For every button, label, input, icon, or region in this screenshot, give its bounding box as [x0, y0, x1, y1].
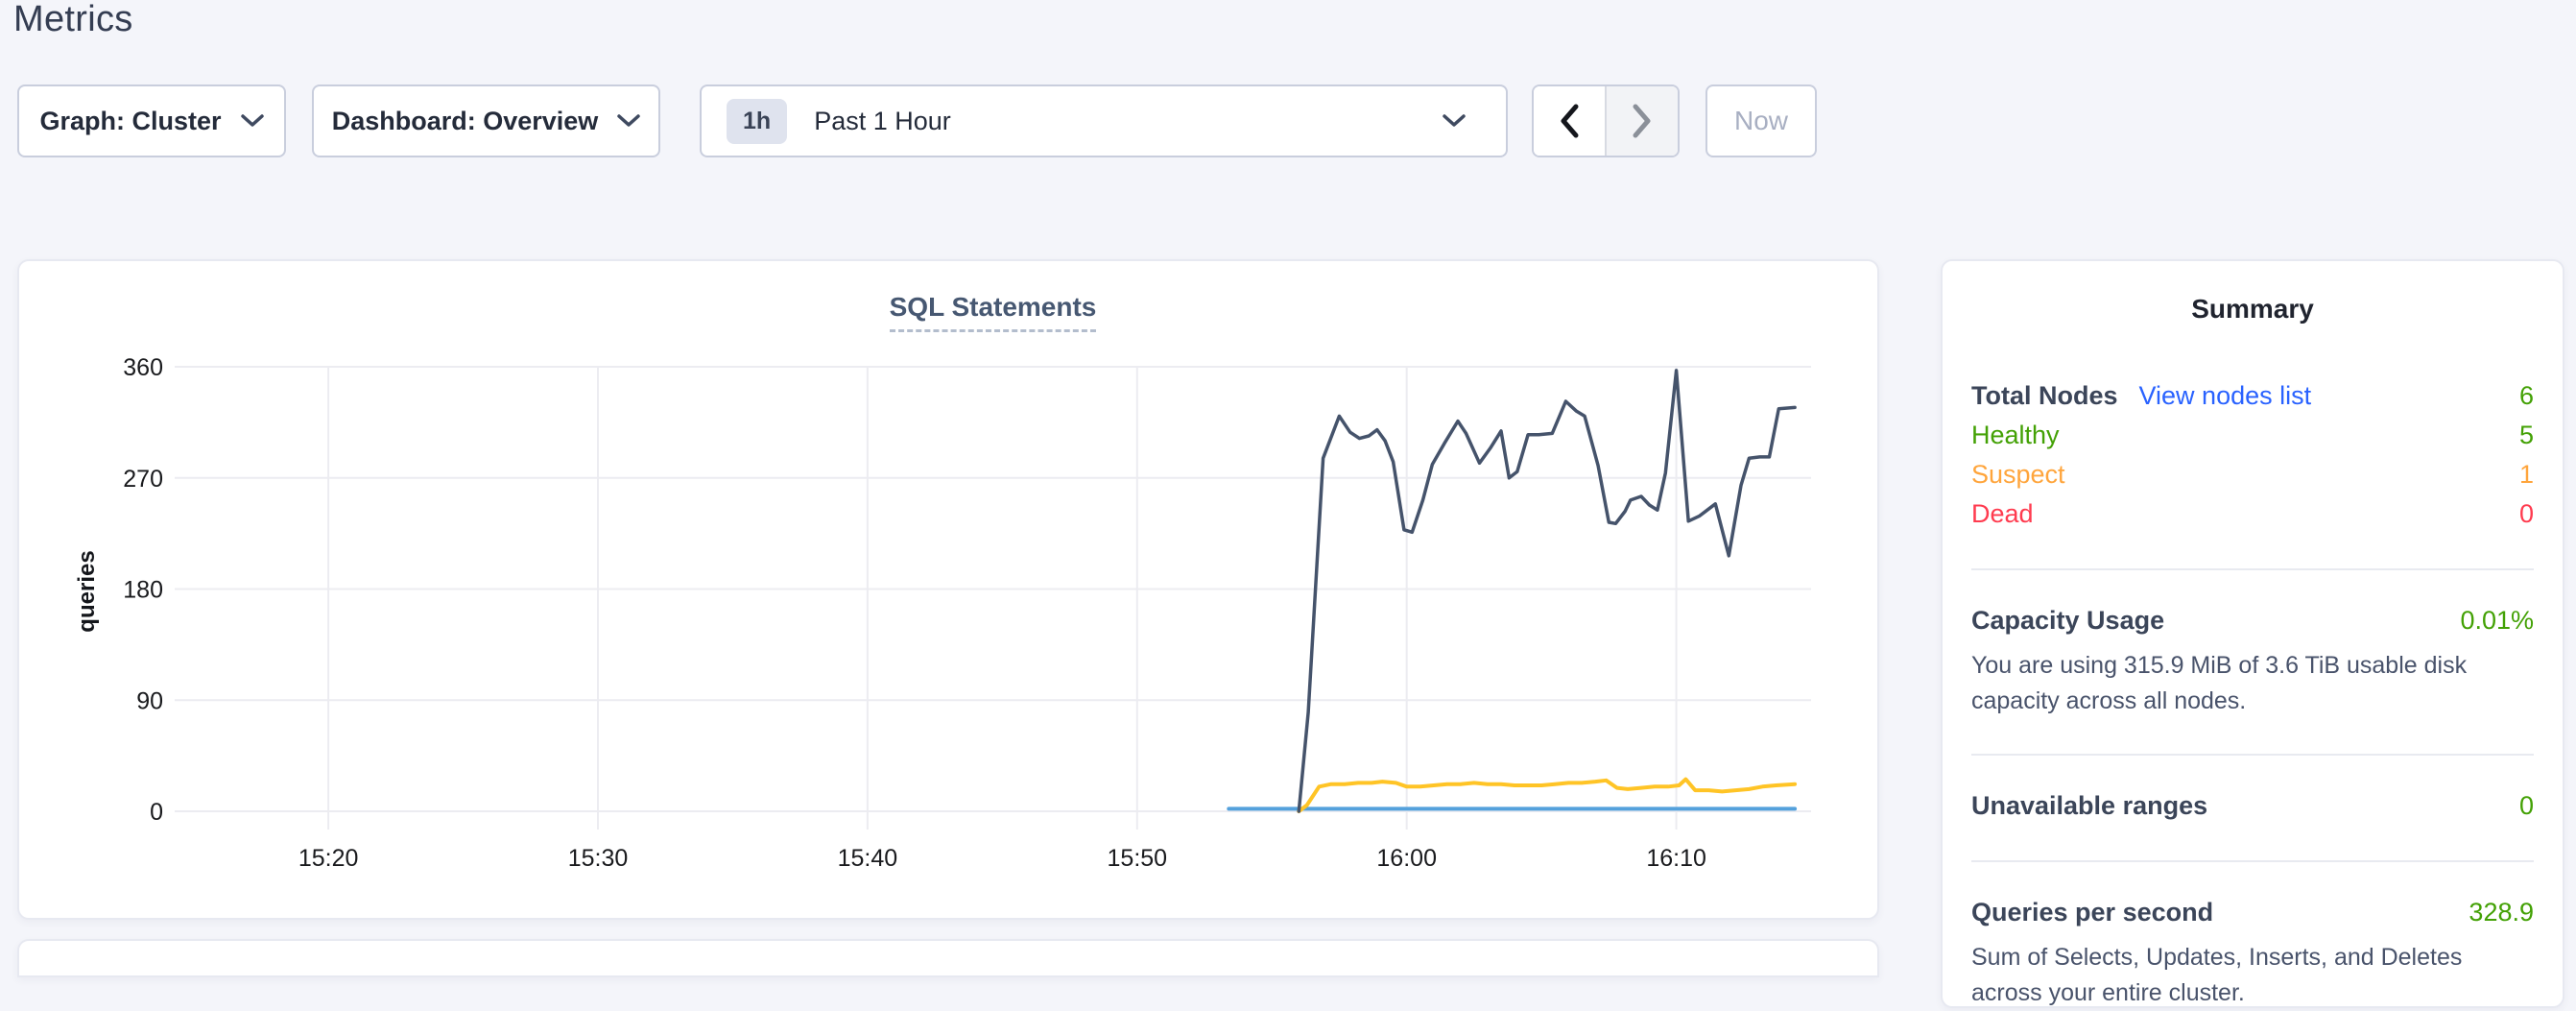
- svg-text:90: 90: [136, 687, 163, 714]
- time-range-label: Past 1 Hour: [814, 106, 951, 135]
- dashboard-dropdown[interactable]: Dashboard: Overview: [312, 84, 660, 157]
- unavailable-ranges-label: Unavailable ranges: [1971, 791, 2208, 820]
- chevron-down-icon: [617, 114, 641, 127]
- total-nodes-row: Total Nodes View nodes list 6: [1971, 376, 2534, 416]
- qps-label: Queries per second: [1971, 898, 2214, 927]
- next-time-button[interactable]: [1607, 86, 1678, 156]
- graph-dropdown-label: Graph: Cluster: [39, 106, 222, 135]
- svg-text:15:50: 15:50: [1108, 845, 1168, 872]
- suspect-value: 1: [2518, 460, 2534, 489]
- svg-text:15:30: 15:30: [568, 845, 629, 872]
- unavailable-ranges-value: 0: [2518, 791, 2534, 820]
- time-range-badge: 1h: [727, 98, 788, 144]
- capacity-description: You are using 315.9 MiB of 3.6 TiB usabl…: [1971, 652, 2468, 714]
- divider: [1971, 568, 2534, 570]
- dead-value: 0: [2518, 499, 2534, 528]
- svg-text:15:20: 15:20: [298, 845, 359, 872]
- total-nodes-value: 6: [2518, 381, 2534, 410]
- graph-dropdown[interactable]: Graph: Cluster: [17, 84, 286, 157]
- svg-text:270: 270: [123, 466, 163, 493]
- divider: [1971, 860, 2534, 862]
- qps-description: Sum of Selects, Updates, Inserts, and De…: [1971, 944, 2463, 1006]
- suspect-nodes-row: Suspect 1: [1971, 455, 2534, 494]
- healthy-nodes-row: Healthy 5: [1971, 416, 2534, 455]
- nodes-section: Total Nodes View nodes list 6 Healthy 5 …: [1971, 376, 2534, 534]
- suspect-label: Suspect: [1971, 460, 2065, 489]
- qps-value: 328.9: [2469, 898, 2534, 927]
- page-title: Metrics: [13, 0, 133, 39]
- chart-title-text[interactable]: SQL Statements: [889, 292, 1097, 332]
- unavailable-ranges-section: Unavailable ranges 0: [1971, 786, 2534, 826]
- svg-text:16:00: 16:00: [1376, 845, 1437, 872]
- healthy-value: 5: [2518, 421, 2534, 449]
- chevron-right-icon: [1633, 104, 1651, 138]
- chart-title: SQL Statements: [175, 292, 1811, 332]
- capacity-value: 0.01%: [2460, 606, 2534, 635]
- capacity-section: Capacity Usage 0.01% You are using 315.9…: [1971, 601, 2534, 719]
- capacity-label: Capacity Usage: [1971, 606, 2165, 635]
- svg-text:0: 0: [150, 799, 163, 826]
- svg-text:180: 180: [123, 577, 163, 604]
- view-nodes-list-link[interactable]: View nodes list: [2138, 381, 2312, 410]
- next-chart-panel: [17, 939, 1879, 977]
- dead-nodes-row: Dead 0: [1971, 494, 2534, 534]
- time-range-selector[interactable]: 1h Past 1 Hour: [700, 84, 1508, 157]
- line-chart[interactable]: 0 90 180 270 360 15:20 15:30 15:40 15:50 16:00 16:…: [19, 261, 1877, 918]
- chevron-left-icon: [1561, 104, 1579, 138]
- svg-text:15:40: 15:40: [838, 845, 898, 872]
- divider: [1971, 754, 2534, 756]
- svg-text:16:10: 16:10: [1646, 845, 1706, 872]
- dashboard-dropdown-label: Dashboard: Overview: [331, 106, 599, 135]
- total-nodes-label: Total Nodes: [1971, 381, 2118, 410]
- now-button[interactable]: Now: [1705, 84, 1817, 157]
- chevron-down-icon: [240, 114, 264, 127]
- prev-time-button[interactable]: [1534, 86, 1607, 156]
- chevron-down-icon: [1443, 114, 1466, 127]
- svg-text:360: 360: [123, 354, 163, 381]
- qps-section: Queries per second 328.9 Sum of Selects,…: [1971, 893, 2534, 1011]
- dead-label: Dead: [1971, 499, 2034, 528]
- sql-statements-chart-panel: SQL Statements queries 0 90 180 270 360 15:20…: [17, 259, 1879, 920]
- summary-panel: Summary Total Nodes View nodes list 6 He…: [1941, 259, 2564, 1008]
- time-window-arrows: [1532, 84, 1680, 157]
- healthy-label: Healthy: [1971, 421, 2060, 449]
- summary-title: Summary: [2191, 294, 2314, 324]
